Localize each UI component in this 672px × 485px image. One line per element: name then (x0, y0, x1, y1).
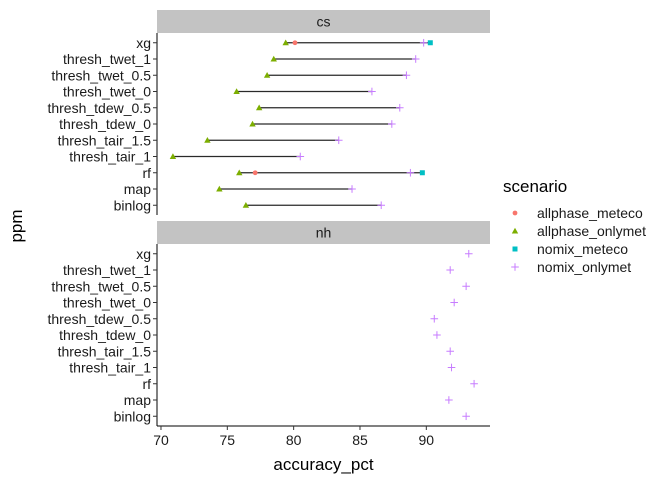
point-allphase_onlymet (233, 88, 240, 95)
point-nomix_onlymet (411, 55, 420, 63)
point-nomix_onlymet (445, 396, 453, 404)
y-tick-label: thresh_tair_1.5 (58, 132, 152, 148)
legend-title: scenario (503, 177, 567, 196)
legend-label: allphase_onlymet (537, 223, 646, 239)
point-nomix_onlymet (430, 314, 439, 323)
point-nomix_onlymet (377, 201, 386, 210)
point-nomix_onlymet (368, 87, 376, 96)
x-tick-label: 85 (352, 432, 368, 448)
y-tick-label: binlog (114, 408, 151, 424)
y-tick-label: thresh_tdew_0 (59, 116, 151, 132)
legend: scenario allphase_meteco allphase_onlymetn… (503, 177, 646, 275)
point-nomix_onlymet (395, 103, 404, 112)
y-tick-label: thresh_twet_0 (63, 84, 151, 100)
facet-strip (157, 221, 490, 244)
point-nomix_onlymet (470, 379, 478, 388)
y-tick-label: thresh_tdew_0.5 (47, 311, 151, 327)
legend-label: nomix_onlymet (537, 259, 631, 275)
point-nomix_onlymet (406, 168, 415, 177)
point-nomix_onlymet (296, 152, 305, 161)
y-tick-label: binlog (114, 197, 151, 213)
x-tick-label: 90 (419, 432, 435, 448)
point-nomix_onlymet (348, 185, 356, 193)
y-tick-label: xg (136, 35, 151, 51)
panel-nh: nhxgthresh_twet_1thresh_twet_0.5thresh_t… (47, 221, 490, 426)
point-nomix_onlymet (462, 282, 470, 291)
point-allphase_meteco (292, 40, 298, 46)
point-allphase_onlymet (216, 185, 223, 192)
y-axis-title: ppm (7, 209, 26, 242)
legend-key-allphase_meteco (512, 210, 518, 216)
y-tick-label: xg (136, 246, 151, 262)
point-nomix_onlymet (388, 120, 396, 128)
point-allphase_onlymet (242, 202, 250, 208)
point-nomix_onlymet (446, 347, 454, 356)
x-tick-label: 80 (286, 432, 302, 448)
panel-cs: csxgthresh_twet_1thresh_twet_0.5thresh_t… (47, 10, 490, 215)
y-tick-label: thresh_tair_1 (69, 149, 151, 165)
point-nomix_onlymet (419, 38, 428, 47)
facet-strip (157, 10, 490, 33)
x-tick-label: 70 (153, 432, 169, 448)
y-tick-label: rf (142, 165, 151, 181)
legend-key-nomix_meteco (512, 246, 518, 252)
point-nomix_onlymet (462, 412, 470, 421)
y-tick-label: thresh_twet_0 (63, 295, 151, 311)
y-tick-label: thresh_twet_1 (63, 51, 151, 67)
point-nomix_onlymet (334, 136, 343, 145)
point-nomix_onlymet (433, 331, 441, 339)
legend-label: nomix_meteco (537, 241, 628, 257)
y-tick-label: map (124, 392, 151, 408)
point-nomix_onlymet (446, 266, 454, 274)
y-tick-label: thresh_tdew_0 (59, 327, 151, 343)
point-allphase_onlymet (282, 39, 289, 46)
point-allphase_meteco (252, 170, 258, 176)
facet-label: cs (317, 14, 331, 30)
y-tick-label: thresh_twet_0.5 (51, 67, 151, 83)
point-nomix_meteco (419, 170, 425, 176)
point-allphase_onlymet (236, 169, 243, 176)
point-allphase_onlymet (255, 104, 263, 111)
point-nomix_meteco (427, 40, 433, 46)
point-allphase_onlymet (263, 72, 271, 78)
point-allphase_onlymet (204, 137, 211, 143)
y-tick-label: thresh_twet_1 (63, 262, 151, 278)
point-allphase_onlymet (270, 55, 277, 62)
legend-key-nomix_onlymet (511, 263, 519, 271)
point-nomix_onlymet (450, 298, 458, 307)
point-nomix_onlymet (447, 363, 456, 372)
legend-label: allphase_meteco (537, 205, 643, 221)
legend-key-allphase_onlymet (511, 227, 519, 234)
point-nomix_onlymet (464, 249, 473, 258)
x-tick-label: 75 (220, 432, 236, 448)
point-nomix_onlymet (402, 71, 411, 80)
y-tick-label: thresh_tair_1 (69, 360, 151, 376)
y-tick-label: thresh_twet_0.5 (51, 278, 151, 294)
facet-label: nh (316, 225, 332, 241)
y-tick-label: thresh_tdew_0.5 (47, 100, 151, 116)
y-tick-label: thresh_tair_1.5 (58, 343, 152, 359)
point-allphase_onlymet (249, 120, 256, 127)
point-allphase_onlymet (169, 153, 177, 160)
y-tick-label: map (124, 181, 151, 197)
y-tick-label: rf (142, 376, 151, 392)
x-axis-title: accuracy_pct (273, 455, 373, 474)
